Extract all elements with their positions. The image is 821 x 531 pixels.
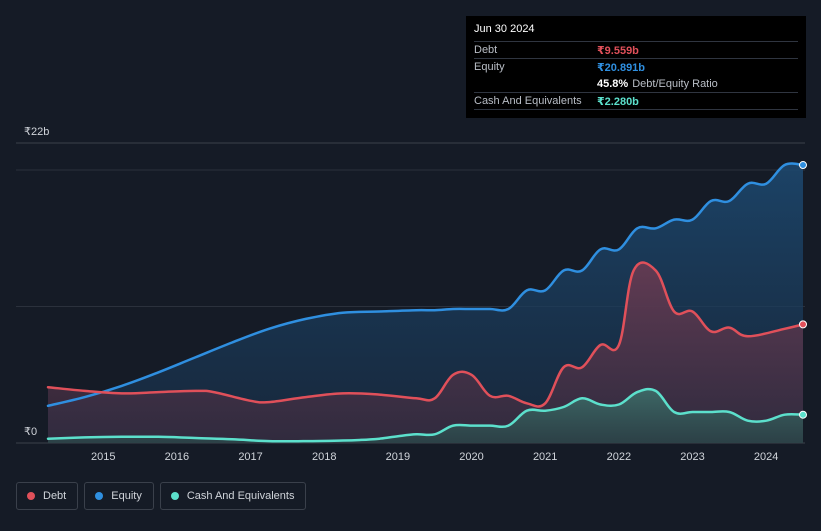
- tooltip-cash-label: Cash And Equivalents: [474, 95, 582, 107]
- tooltip-row-cash: Cash And Equivalents ₹2.280b: [474, 92, 798, 110]
- legend-item-debt[interactable]: Debt: [16, 482, 79, 510]
- x-tick-label: 2024: [754, 451, 778, 463]
- x-tick-label: 2016: [165, 451, 189, 463]
- tooltip-equity-value: ₹20.891b: [597, 61, 646, 74]
- legend-item-equity[interactable]: Equity: [84, 482, 154, 510]
- tooltip-row-ratio: 45.8% Debt/Equity Ratio: [474, 75, 798, 92]
- tooltip-panel: Jun 30 2024 Debt ₹9.559b Equity ₹20.891b…: [466, 16, 806, 118]
- x-tick-label: 2020: [459, 451, 483, 463]
- equity-line: [46, 162, 805, 408]
- legend-equity-label: Equity: [111, 490, 142, 502]
- cash-end-point: [799, 410, 807, 419]
- equity-dot-icon: [95, 492, 104, 500]
- debt-line: [46, 261, 805, 408]
- tooltip-cash-value: ₹2.280b: [597, 95, 639, 108]
- equity-end-point: [799, 161, 807, 170]
- tooltip-equity-label: Equity: [474, 61, 505, 73]
- tooltip-debt-value: ₹9.559b: [597, 44, 639, 57]
- y-axis-top-label: ₹22b: [24, 126, 49, 138]
- tooltip-ratio-value: 45.8%: [597, 77, 629, 90]
- legend-cash-label: Cash And Equivalents: [186, 490, 295, 502]
- x-tick-label: 2021: [533, 451, 557, 463]
- tooltip-debt-label: Debt: [474, 44, 498, 56]
- x-tick-label: 2018: [312, 451, 336, 463]
- x-tick-label: 2022: [607, 451, 631, 463]
- x-tick-label: 2017: [238, 451, 262, 463]
- y-axis-bottom-label: ₹0: [24, 426, 37, 438]
- tooltip-ratio-label: Debt/Equity Ratio: [632, 77, 718, 90]
- cash-area: [48, 389, 803, 443]
- legend-debt-label: Debt: [43, 490, 67, 502]
- chart-legend: Debt Equity Cash And Equivalents: [16, 482, 307, 510]
- x-tick-label: 2015: [91, 451, 115, 463]
- cash-dot-icon: [170, 492, 179, 500]
- debt-dot-icon: [27, 492, 35, 500]
- tooltip-date: Jun 30 2024: [474, 23, 535, 35]
- cash-line: [46, 387, 805, 443]
- tooltip-row-debt: Debt ₹9.559b: [474, 41, 798, 58]
- tooltip-row-equity: Equity ₹20.891b: [474, 58, 798, 75]
- x-tick-label: 2019: [386, 451, 410, 463]
- debt-end-point: [799, 320, 807, 329]
- x-tick-label: 2023: [680, 451, 704, 463]
- legend-item-cash[interactable]: Cash And Equivalents: [159, 482, 307, 510]
